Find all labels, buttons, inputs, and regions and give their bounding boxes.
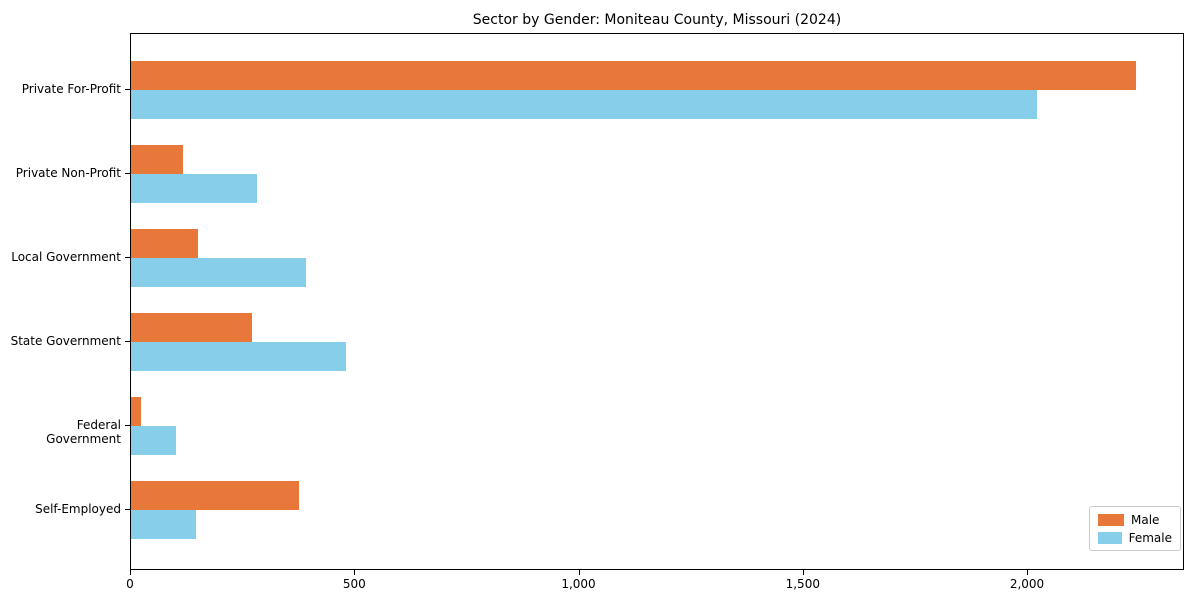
bar-male-4 (131, 313, 253, 342)
bar-male-6 (131, 481, 300, 510)
legend-item-female: Female (1098, 531, 1172, 545)
legend-label-female: Female (1128, 531, 1172, 545)
y-category-label: Self-Employed (35, 502, 121, 516)
bar-female-6 (131, 510, 196, 539)
y-category-label: Local Government (11, 250, 121, 264)
plot-area (130, 33, 1184, 570)
bar-female-5 (131, 426, 176, 455)
bar-male-5 (131, 397, 141, 426)
x-axis-tick (130, 570, 131, 575)
bar-female-2 (131, 174, 257, 203)
legend-swatch-female (1098, 532, 1122, 544)
y-axis-tick (125, 89, 130, 90)
legend-swatch-male (1098, 514, 1124, 526)
legend-item-male: Male (1098, 513, 1172, 527)
bar-male-1 (131, 61, 1136, 90)
y-category-label: Federal Government (46, 418, 121, 446)
x-axis-tick (354, 570, 356, 575)
y-axis-tick (125, 173, 130, 174)
legend: Male Female (1089, 506, 1181, 551)
x-axis-tick (1027, 570, 1028, 575)
y-axis-tick (125, 341, 130, 342)
x-tick-label: 0 (126, 577, 134, 591)
bar-male-2 (131, 145, 183, 174)
x-axis-tick (802, 570, 804, 575)
y-axis-tick (125, 509, 130, 510)
y-category-label: Private For-Profit (21, 82, 121, 96)
y-category-label: Private Non-Profit (15, 166, 121, 180)
x-tick-label: 1,000 (561, 577, 596, 591)
x-tick-label: 1,500 (785, 577, 820, 591)
y-axis-tick (125, 257, 130, 258)
y-category-label: State Government (10, 334, 121, 348)
bar-female-3 (131, 258, 306, 287)
legend-label-male: Male (1131, 513, 1160, 527)
bar-female-4 (131, 342, 347, 371)
x-tick-label: 500 (342, 577, 366, 591)
chart-title: Sector by Gender: Moniteau County, Misso… (472, 12, 842, 28)
y-axis-tick (125, 425, 130, 426)
x-axis-tick (578, 570, 580, 575)
bar-female-1 (131, 90, 1037, 119)
bar-male-3 (131, 229, 199, 258)
x-tick-label: 2,000 (1009, 577, 1045, 591)
